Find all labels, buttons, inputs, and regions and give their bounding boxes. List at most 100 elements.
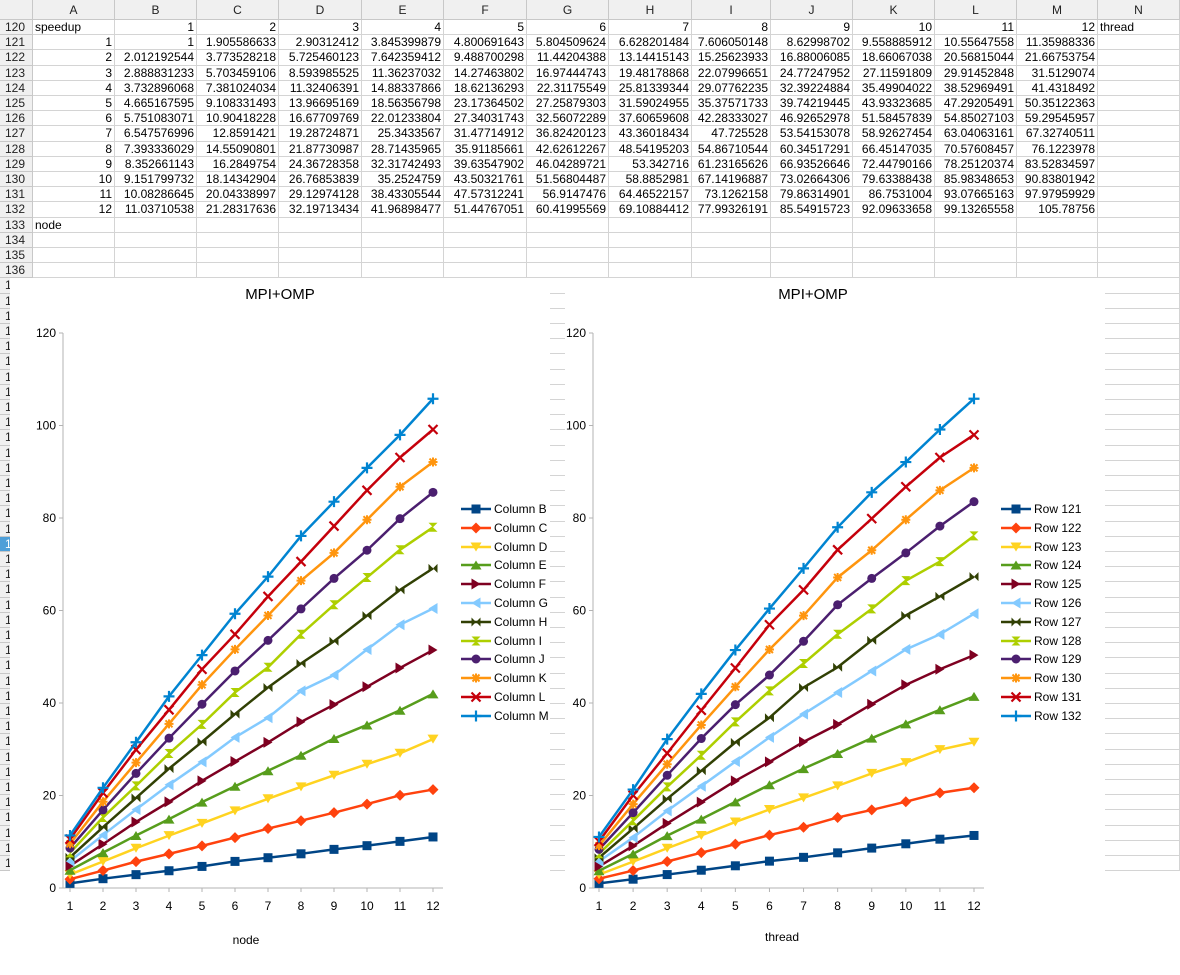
cell-b120[interactable]: 1	[115, 20, 197, 36]
cell-l131[interactable]: 93.07665163	[935, 187, 1017, 203]
cell-h136[interactable]	[609, 263, 692, 279]
cell-c129[interactable]: 16.2849754	[197, 156, 279, 172]
cell-e133[interactable]	[362, 217, 444, 233]
cell-j136[interactable]	[771, 263, 853, 279]
cell-n152[interactable]	[1098, 506, 1180, 522]
cell-l121[interactable]: 10.55647558	[935, 35, 1017, 51]
cell-f130[interactable]: 43.50321761	[444, 172, 527, 188]
cell-i134[interactable]	[692, 232, 771, 248]
cell-d128[interactable]: 21.87730987	[279, 141, 362, 157]
cell-e123[interactable]: 11.36237032	[362, 65, 444, 81]
cell-k131[interactable]: 86.7531004	[853, 187, 935, 203]
cell-h125[interactable]: 31.59024955	[609, 96, 692, 112]
cell-g124[interactable]: 22.31175549	[527, 80, 609, 96]
cell-n147[interactable]	[1098, 430, 1180, 446]
cell-a127[interactable]: 7	[33, 126, 115, 142]
cell-n165[interactable]	[1098, 704, 1180, 720]
cell-c133[interactable]	[197, 217, 279, 233]
cell-a129[interactable]: 9	[33, 156, 115, 172]
cell-e125[interactable]: 18.56356798	[362, 96, 444, 112]
cell-i121[interactable]: 7.606050148	[692, 35, 771, 51]
cell-k122[interactable]: 18.66067038	[853, 50, 935, 66]
cell-m122[interactable]: 21.66753754	[1017, 50, 1098, 66]
cell-h120[interactable]: 7	[609, 20, 692, 36]
cell-b135[interactable]	[115, 248, 197, 264]
cell-f125[interactable]: 23.17364502	[444, 96, 527, 112]
cell-c122[interactable]: 3.773528218	[197, 50, 279, 66]
cell-n122[interactable]	[1098, 50, 1180, 66]
cell-h121[interactable]: 6.628201484	[609, 35, 692, 51]
cell-n164[interactable]	[1098, 688, 1180, 704]
cell-f129[interactable]: 39.63547902	[444, 156, 527, 172]
cell-n131[interactable]	[1098, 187, 1180, 203]
cell-a131[interactable]: 11	[33, 187, 115, 203]
cell-e124[interactable]: 14.88337866	[362, 80, 444, 96]
cell-d121[interactable]: 2.90312412	[279, 35, 362, 51]
cell-f133[interactable]	[444, 217, 527, 233]
cell-l120[interactable]: 11	[935, 20, 1017, 36]
cell-a124[interactable]: 4	[33, 80, 115, 96]
cell-j130[interactable]: 73.02664306	[771, 172, 853, 188]
cell-n173[interactable]	[1098, 825, 1180, 841]
cell-e121[interactable]: 3.845399879	[362, 35, 444, 51]
cell-k127[interactable]: 58.92627454	[853, 126, 935, 142]
chart-node-speedup[interactable]: MPI+OMP 0 20 40 60 80 100 120 1 2 3 4 5 6 7 8 9 10 11 12 n…	[10, 278, 550, 968]
cell-g135[interactable]	[527, 248, 609, 264]
column-header-l[interactable]: L	[935, 0, 1017, 20]
cell-n172[interactable]	[1098, 810, 1180, 826]
cell-f126[interactable]: 27.34031743	[444, 111, 527, 127]
cell-i128[interactable]: 54.86710544	[692, 141, 771, 157]
cell-h122[interactable]: 13.14415143	[609, 50, 692, 66]
row-header-133[interactable]: 133	[0, 217, 33, 233]
cell-m124[interactable]: 41.4318492	[1017, 80, 1098, 96]
cell-m131[interactable]: 97.97959929	[1017, 187, 1098, 203]
cell-b130[interactable]: 9.151799732	[115, 172, 197, 188]
cell-j121[interactable]: 8.62998702	[771, 35, 853, 51]
cell-f120[interactable]: 5	[444, 20, 527, 36]
cell-e135[interactable]	[362, 248, 444, 264]
cell-n137[interactable]	[1098, 278, 1180, 294]
cell-n159[interactable]	[1098, 612, 1180, 628]
cell-g129[interactable]: 46.04289721	[527, 156, 609, 172]
cell-j125[interactable]: 39.74219445	[771, 96, 853, 112]
column-header-f[interactable]: F	[444, 0, 527, 20]
cell-l124[interactable]: 38.52969491	[935, 80, 1017, 96]
cell-b124[interactable]: 3.732896068	[115, 80, 197, 96]
cell-g133[interactable]	[527, 217, 609, 233]
cell-n151[interactable]	[1098, 491, 1180, 507]
cell-j131[interactable]: 79.86314901	[771, 187, 853, 203]
cell-h130[interactable]: 58.8852981	[609, 172, 692, 188]
cell-n170[interactable]	[1098, 780, 1180, 796]
row-header-120[interactable]: 120	[0, 20, 33, 36]
cell-k128[interactable]: 66.45147035	[853, 141, 935, 157]
cell-e120[interactable]: 4	[362, 20, 444, 36]
row-header-136[interactable]: 136	[0, 263, 33, 279]
cell-i135[interactable]	[692, 248, 771, 264]
cell-j128[interactable]: 60.34517291	[771, 141, 853, 157]
cell-m134[interactable]	[1017, 232, 1098, 248]
cell-m126[interactable]: 59.29545957	[1017, 111, 1098, 127]
cell-m136[interactable]	[1017, 263, 1098, 279]
cell-d129[interactable]: 24.36728358	[279, 156, 362, 172]
row-header-127[interactable]: 127	[0, 126, 33, 142]
cell-g128[interactable]: 42.62612267	[527, 141, 609, 157]
cell-h133[interactable]	[609, 217, 692, 233]
cell-d134[interactable]	[279, 232, 362, 248]
cell-d120[interactable]: 3	[279, 20, 362, 36]
cell-e132[interactable]: 41.96898477	[362, 202, 444, 218]
cell-h124[interactable]: 25.81339344	[609, 80, 692, 96]
cell-e131[interactable]: 38.43305544	[362, 187, 444, 203]
cell-k125[interactable]: 43.93323685	[853, 96, 935, 112]
cell-i122[interactable]: 15.25623933	[692, 50, 771, 66]
cell-g122[interactable]: 11.44204388	[527, 50, 609, 66]
cell-l133[interactable]	[935, 217, 1017, 233]
cell-c123[interactable]: 5.703459106	[197, 65, 279, 81]
row-header-122[interactable]: 122	[0, 50, 33, 66]
cell-e129[interactable]: 32.31742493	[362, 156, 444, 172]
column-header-e[interactable]: E	[362, 0, 444, 20]
cell-k123[interactable]: 27.11591809	[853, 65, 935, 81]
cell-l122[interactable]: 20.56815044	[935, 50, 1017, 66]
cell-h132[interactable]: 69.10884412	[609, 202, 692, 218]
cell-j127[interactable]: 53.54153078	[771, 126, 853, 142]
